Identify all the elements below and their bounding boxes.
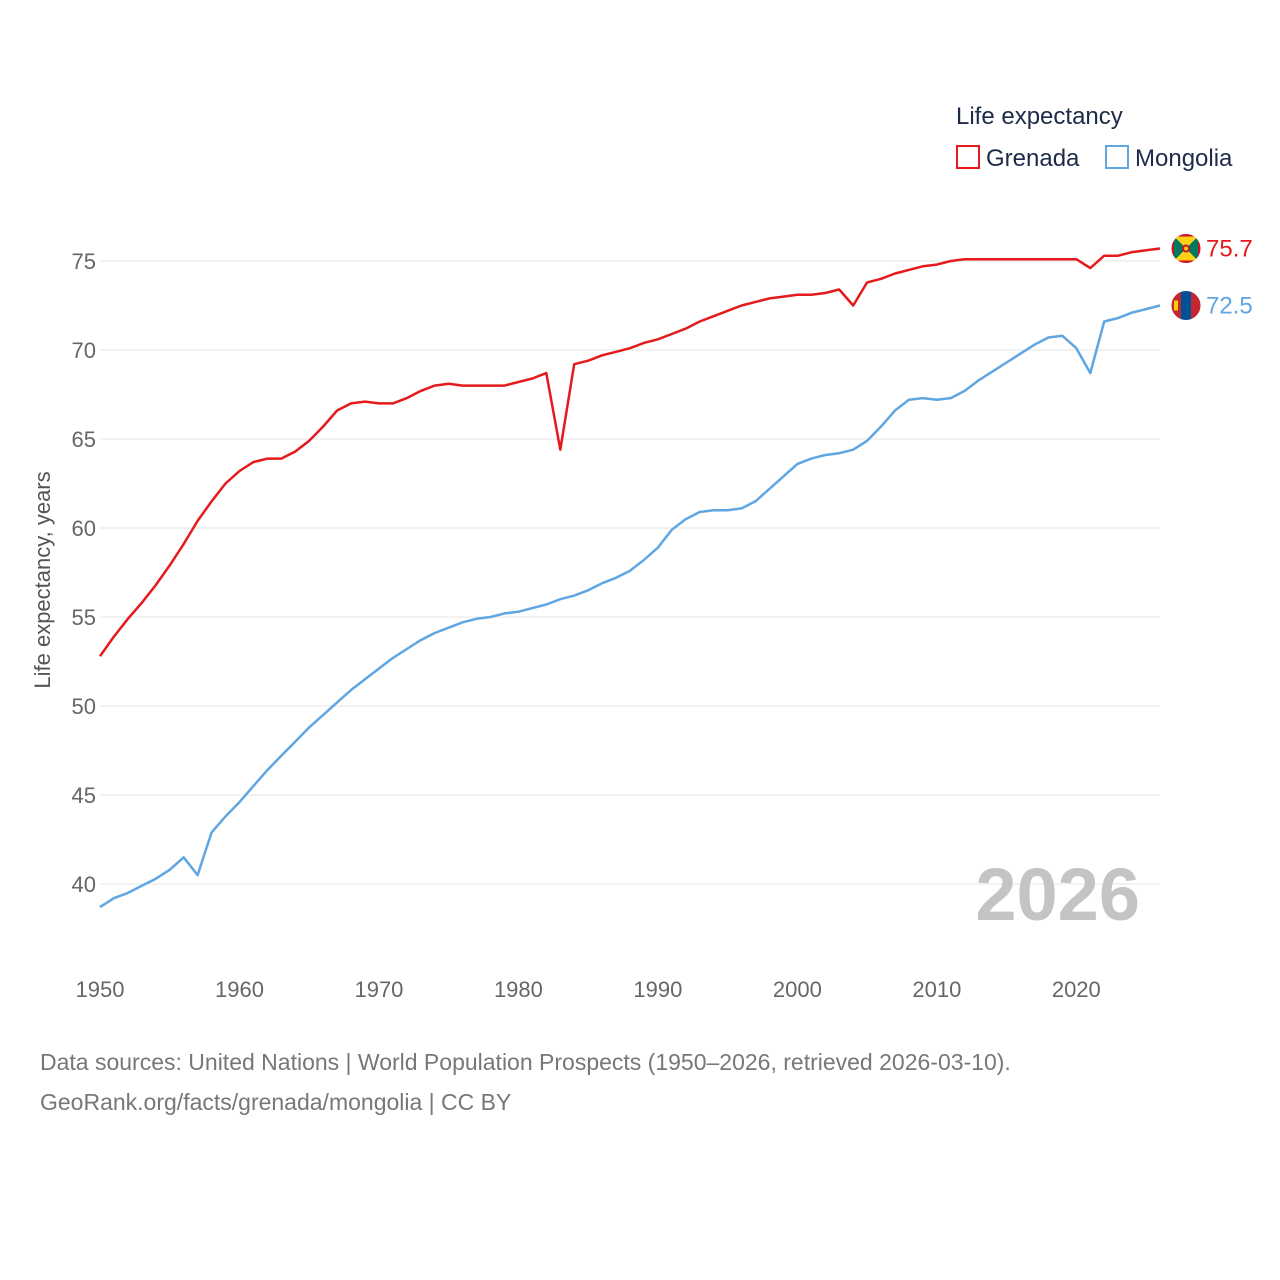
y-tick-label: 40 xyxy=(72,872,96,897)
y-tick-label: 55 xyxy=(72,605,96,630)
legend: Life expectancy Grenada Mongolia xyxy=(956,103,1233,172)
grenada-flag-icon xyxy=(1170,233,1202,265)
y-tick-label: 65 xyxy=(72,427,96,452)
x-tick-label: 2000 xyxy=(773,977,822,1002)
x-tick-label: 2010 xyxy=(912,977,961,1002)
end-value-label-grenada: 75.7 xyxy=(1206,236,1253,263)
y-tick-label: 70 xyxy=(72,338,96,363)
end-value-label-mongolia: 72.5 xyxy=(1206,293,1253,320)
x-tick-label: 1950 xyxy=(76,977,125,1002)
y-tick-label: 75 xyxy=(72,249,96,274)
mongolia-flag-icon xyxy=(1170,290,1202,321)
y-axis-title: Life expectancy, years xyxy=(30,471,55,688)
x-tick-label: 2020 xyxy=(1052,977,1101,1002)
y-tick-label: 45 xyxy=(72,783,96,808)
x-tick-label: 1960 xyxy=(215,977,264,1002)
attribution-link[interactable]: GeoRank.org/facts/grenada/mongolia | CC … xyxy=(40,1089,512,1115)
x-tick-label: 1980 xyxy=(494,977,543,1002)
legend-entry-grenada[interactable]: Grenada xyxy=(956,145,1080,172)
footer: Data sources: United Nations | World Pop… xyxy=(40,1042,1011,1122)
legend-entry-mongolia[interactable]: Mongolia xyxy=(1105,145,1233,172)
gridlines xyxy=(100,260,1160,885)
legend-swatch-grenada xyxy=(956,145,980,169)
series-line-grenada xyxy=(98,247,1161,657)
series-lines xyxy=(98,247,1161,909)
line-chart: 40 45 50 55 60 65 70 75 1950 1960 1970 1980 1990 200… xyxy=(30,103,1253,1002)
x-tick-label: 1990 xyxy=(633,977,682,1002)
legend-label-mongolia: Mongolia xyxy=(1135,145,1233,172)
legend-label-grenada: Grenada xyxy=(986,145,1080,172)
y-tick-label: 50 xyxy=(72,694,96,719)
x-tick-label: 1970 xyxy=(354,977,403,1002)
y-axis-ticks: 40 45 50 55 60 65 70 75 xyxy=(72,249,96,897)
legend-title: Life expectancy xyxy=(956,103,1123,130)
year-watermark: 2026 xyxy=(975,853,1140,936)
series-line-mongolia xyxy=(99,304,1161,909)
x-axis-ticks: 1950 1960 1970 1980 1990 2000 2010 2020 xyxy=(76,977,1101,1002)
data-sources-note: Data sources: United Nations | World Pop… xyxy=(40,1049,1011,1075)
y-tick-label: 60 xyxy=(72,516,96,541)
legend-swatch-mongolia xyxy=(1105,145,1129,169)
